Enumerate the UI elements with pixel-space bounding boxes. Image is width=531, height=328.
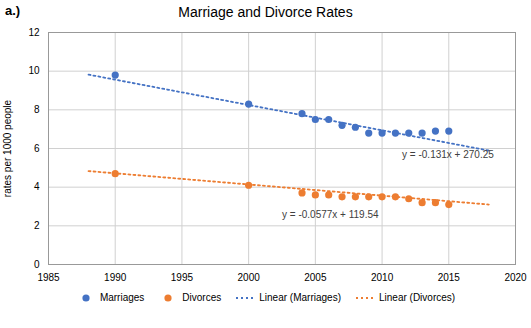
svg-text:y = -0.131x + 270.25: y = -0.131x + 270.25 — [402, 149, 494, 160]
svg-text:y = -0.0577x + 119.54: y = -0.0577x + 119.54 — [282, 209, 379, 220]
html-text:Marriages: Marriages — [99, 292, 145, 303]
svg-text:10: 10 — [28, 65, 40, 76]
svg-text:2020: 2020 — [504, 272, 527, 283]
svg-text:0: 0 — [34, 259, 40, 270]
svg-text:1995: 1995 — [171, 272, 194, 283]
svg-text:8: 8 — [34, 104, 40, 115]
html-text:a.): a.) — [5, 3, 21, 18]
svg-text:rates per 1000 people: rates per 1000 people — [2, 99, 13, 197]
svg-text:2005: 2005 — [304, 272, 327, 283]
svg-text:2015: 2015 — [438, 272, 461, 283]
html-text:Divorces: Divorces — [182, 292, 222, 303]
svg-text:2000: 2000 — [238, 272, 261, 283]
svg-text:2010: 2010 — [371, 272, 394, 283]
html-text:Marriage and Divorce Rates: Marriage and Divorce Rates — [178, 4, 353, 20]
svg-text:4: 4 — [34, 181, 40, 192]
html-text:Linear (Divorces): Linear (Divorces) — [379, 292, 456, 303]
html-text:Linear (Marriages): Linear (Marriages) — [259, 292, 341, 303]
svg-text:6: 6 — [34, 143, 40, 154]
svg-text:2: 2 — [34, 220, 40, 231]
svg-text:12: 12 — [28, 27, 40, 38]
svg-text:1985: 1985 — [37, 272, 60, 283]
svg-text:1990: 1990 — [104, 272, 127, 283]
